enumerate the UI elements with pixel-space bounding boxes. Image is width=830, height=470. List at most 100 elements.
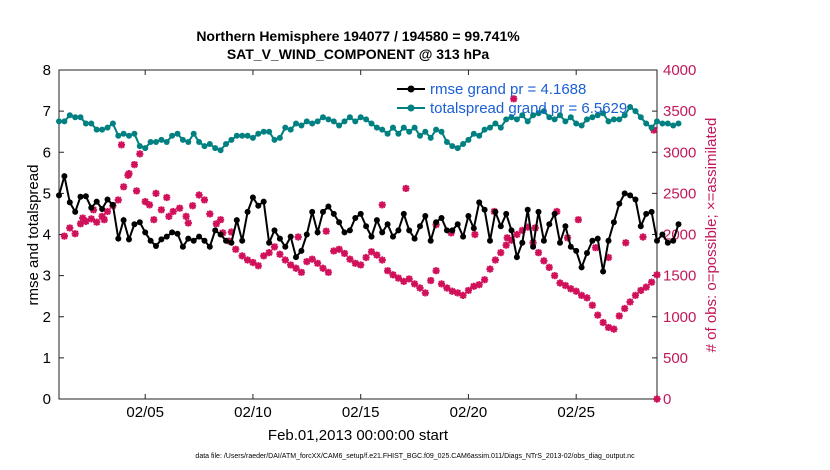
obs-point <box>260 252 268 260</box>
rmse-point <box>185 235 192 242</box>
totalspread-point <box>109 120 116 127</box>
totalspread-point <box>627 104 634 110</box>
obs-point <box>189 202 197 210</box>
rmse-point <box>390 233 396 240</box>
totalspread-point <box>616 116 623 123</box>
obs-point <box>324 268 332 276</box>
obs-point <box>297 268 306 276</box>
totalspread-point <box>573 120 580 127</box>
obs-point <box>157 206 165 214</box>
rmse-point <box>88 204 95 211</box>
totalspread-point <box>438 128 445 135</box>
obs-point <box>169 207 177 216</box>
obs-point <box>308 255 316 263</box>
rmse-point <box>384 221 391 228</box>
obs-point <box>270 243 279 251</box>
obs-point <box>100 216 108 224</box>
totalspread-point <box>643 120 650 127</box>
totalspread-point <box>249 134 256 141</box>
totalspread-point <box>637 114 644 121</box>
rmse-point <box>99 206 106 212</box>
rmse-point <box>470 225 477 232</box>
rmse-point <box>670 237 677 244</box>
data-file-footer: data file: /Users/raeder/DAI/ATM_forcXX/… <box>195 453 635 460</box>
totalspread-point <box>276 134 283 141</box>
rmse-point <box>600 268 607 275</box>
rmse-point <box>174 230 181 237</box>
obs-point <box>206 210 214 218</box>
totalspread-point <box>115 132 122 139</box>
rmse-point <box>406 227 413 234</box>
rmse-point <box>557 239 563 246</box>
rmse-point <box>320 208 326 215</box>
totalspread-point <box>303 118 310 125</box>
obs-point <box>615 312 623 320</box>
rmse-point <box>309 208 316 215</box>
totalspread-point <box>433 126 440 133</box>
totalspread-point <box>373 124 380 131</box>
rmse-point <box>449 227 456 234</box>
rmse-point <box>422 213 429 219</box>
rmse-point <box>293 254 299 261</box>
obs-point <box>604 323 613 332</box>
totalspread-point <box>540 108 547 115</box>
totalspread-point <box>406 128 413 135</box>
obs-point <box>432 267 440 275</box>
totalspread-point <box>562 118 569 125</box>
obs-point <box>481 276 489 284</box>
obs-point <box>653 395 661 403</box>
totalspread-point <box>600 110 607 117</box>
totalspread-point <box>460 141 467 147</box>
obs-point <box>114 196 122 204</box>
totalspread-point <box>93 126 100 133</box>
obs-point <box>502 241 510 249</box>
obs-point <box>378 201 386 209</box>
obs-point <box>402 184 410 193</box>
obs-point <box>416 284 424 292</box>
rmse-point <box>341 229 348 236</box>
rmse-point <box>492 208 499 215</box>
totalspread-point <box>492 120 499 127</box>
obs-point <box>604 253 613 262</box>
obs-point <box>141 198 149 206</box>
obs-point <box>340 249 349 258</box>
totalspread-point <box>196 139 203 145</box>
rmse-point <box>153 243 159 249</box>
y-left-tick-label: 3 <box>43 268 51 285</box>
y-left-tick-label: 8 <box>43 62 51 79</box>
rmse-point <box>206 243 213 250</box>
chart-title-line2: SAT_V_WIND_COMPONENT @ 313 hPa <box>227 46 490 62</box>
obs-point <box>98 212 106 221</box>
totalspread-point <box>621 112 628 119</box>
rmse-point <box>438 215 445 221</box>
obs-point <box>653 271 661 279</box>
y-left-tick-label: 0 <box>43 391 51 408</box>
obs-point <box>238 252 246 260</box>
totalspread-point <box>142 145 149 152</box>
obs-point <box>265 248 273 257</box>
totalspread-point <box>99 126 106 133</box>
totalspread-point <box>266 128 273 135</box>
rmse-point <box>169 229 176 236</box>
totalspread-point <box>287 126 294 133</box>
totalspread-point <box>320 114 326 121</box>
obs-point <box>287 261 295 269</box>
y-left-tick-label: 6 <box>43 144 51 161</box>
totalspread-point <box>77 114 84 121</box>
rmse-point <box>109 201 116 208</box>
totalspread-point <box>174 130 181 137</box>
totalspread-point <box>551 116 558 123</box>
rmse-point <box>417 223 423 230</box>
obs-point <box>227 228 235 236</box>
rmse-point <box>336 219 343 226</box>
totalspread-point <box>72 114 79 121</box>
y-left-tick-label: 7 <box>43 103 51 120</box>
obs-point <box>76 220 85 228</box>
y-axis-right-label: # of obs: o=possible; ×=assimilated <box>703 118 720 353</box>
rmse-point <box>196 233 203 240</box>
obs-point <box>545 263 553 271</box>
totalspread-point <box>147 139 154 145</box>
rmse-point <box>578 264 585 271</box>
rmse-point <box>540 237 547 244</box>
